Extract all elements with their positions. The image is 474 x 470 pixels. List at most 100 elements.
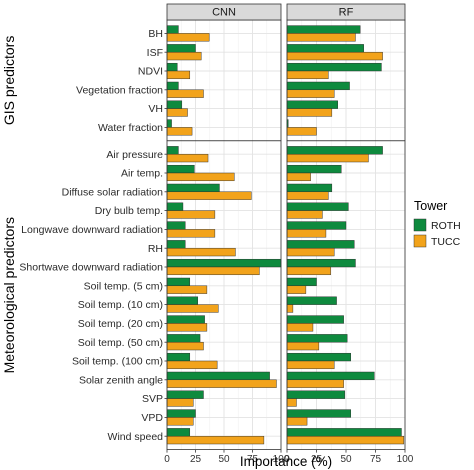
- category-labels: BH ISF NDVI Vegetation fraction VH Water frac…: [19, 28, 167, 443]
- bar-rf-roth-1-1: [286, 164, 342, 174]
- bar-cnn-roth-1-15: [166, 428, 191, 437]
- group-label-1: Meteorological predictors: [1, 217, 17, 373]
- x-axis-title: Importance (%): [240, 454, 332, 469]
- x-tick-label: 50: [218, 454, 230, 465]
- panels: [166, 19, 406, 450]
- category-label: Soil temp. (10 cm): [78, 299, 163, 311]
- bar-rf-tucc-1-10: [286, 341, 320, 351]
- category-label: Soil temp. (5 cm): [84, 280, 163, 292]
- bar-cnn-tucc-1-12: [166, 379, 277, 388]
- panel-rf-group-1: [286, 140, 406, 450]
- bar-cnn-roth-1-9: [166, 315, 205, 324]
- bar-rf-roth-1-15: [286, 428, 402, 437]
- category-label: Soil temp. (100 cm): [72, 356, 163, 368]
- bar-rf-tucc-1-13: [286, 398, 297, 407]
- bar-cnn-tucc-1-14: [166, 417, 194, 426]
- bar-rf-tucc-1-0: [286, 153, 369, 163]
- category-label: Soil temp. (20 cm): [78, 318, 163, 330]
- bar-cnn-tucc-0-4: [166, 108, 188, 117]
- bar-cnn-roth-0-2: [166, 62, 178, 72]
- bar-cnn-tucc-1-2: [166, 191, 252, 200]
- category-label: BH: [148, 28, 163, 40]
- category-label: Air pressure: [106, 149, 163, 161]
- bar-cnn-roth-1-12: [166, 371, 270, 381]
- bar-cnn-tucc-1-11: [166, 360, 218, 370]
- bar-cnn-roth-0-0: [166, 25, 179, 34]
- bar-rf-roth-1-0: [286, 146, 383, 155]
- bar-rf-roth-1-6: [286, 258, 356, 268]
- bar-cnn-roth-1-10: [166, 334, 201, 343]
- facet-strip-rf: [286, 3, 406, 21]
- bar-rf-tucc-1-7: [286, 285, 307, 294]
- bar-rf-roth-1-5: [286, 240, 355, 249]
- bar-rf-tucc-1-4: [286, 229, 327, 238]
- bar-rf-roth-0-4: [286, 100, 338, 109]
- bar-rf-tucc-0-1: [286, 51, 383, 61]
- category-label: Longwave downward radiation: [21, 224, 163, 236]
- bar-cnn-roth-0-3: [166, 81, 179, 91]
- bar-cnn-tucc-1-13: [166, 398, 194, 407]
- bar-cnn-roth-0-4: [166, 100, 183, 109]
- x-tick-label: 0: [164, 454, 170, 465]
- bar-cnn-tucc-1-8: [166, 304, 219, 313]
- bar-cnn-tucc-1-4: [166, 229, 216, 238]
- bar-cnn-tucc-0-5: [166, 127, 193, 136]
- bar-rf-tucc-0-2: [286, 70, 329, 80]
- bar-rf-tucc-1-12: [286, 379, 344, 388]
- bar-rf-tucc-1-8: [286, 304, 294, 313]
- bar-cnn-roth-1-13: [166, 390, 204, 399]
- bar-rf-roth-0-2: [286, 62, 382, 72]
- category-label: VPD: [141, 412, 163, 424]
- bar-cnn-tucc-1-0: [166, 153, 209, 163]
- bar-rf-tucc-1-6: [286, 266, 331, 276]
- bar-cnn-tucc-0-2: [166, 70, 191, 80]
- panel-cnn-group-1: [166, 140, 282, 450]
- category-label: Wind speed: [108, 431, 164, 443]
- facet-strips: CNN RF: [166, 3, 406, 21]
- x-tick-label: 100: [397, 454, 414, 465]
- category-label: Shortwave downward radiation: [19, 262, 163, 274]
- bar-cnn-tucc-1-5: [166, 247, 236, 257]
- bar-cnn-roth-1-2: [166, 183, 220, 193]
- legend: Tower ROTH TUCC: [413, 199, 461, 248]
- bar-cnn-roth-1-1: [166, 164, 195, 174]
- bar-cnn-roth-1-14: [166, 409, 196, 418]
- bar-rf-tucc-0-4: [286, 108, 333, 117]
- category-label: SVP: [142, 393, 163, 405]
- legend-title: Tower: [414, 199, 447, 213]
- bar-rf-tucc-1-9: [286, 323, 314, 332]
- bar-rf-roth-1-10: [286, 334, 348, 343]
- x-tick-label: 50: [340, 454, 352, 465]
- bar-cnn-roth-1-8: [166, 296, 199, 305]
- bar-cnn-tucc-0-3: [166, 89, 204, 98]
- bar-rf-roth-1-12: [286, 371, 375, 381]
- bar-rf-roth-1-7: [286, 277, 317, 287]
- legend-key-tucc: [413, 234, 427, 248]
- group-labels: GIS predictors Meteorological predictors: [1, 36, 17, 374]
- bar-rf-roth-0-1: [286, 44, 364, 53]
- x-tick-label: 75: [370, 454, 382, 465]
- bar-rf-roth-0-3: [286, 81, 350, 91]
- category-label: Solar zenith angle: [79, 374, 163, 386]
- bar-rf-tucc-1-1: [286, 172, 311, 182]
- facet-label-cnn: CNN: [212, 7, 236, 19]
- bar-rf-tucc-0-3: [286, 89, 335, 98]
- bar-cnn-roth-1-7: [166, 277, 191, 287]
- category-label: Soil temp. (50 cm): [78, 337, 163, 349]
- bar-cnn-roth-1-11: [166, 352, 191, 362]
- bar-cnn-roth-1-6: [166, 258, 282, 268]
- bar-rf-tucc-0-0: [286, 33, 356, 42]
- category-label: Water fraction: [98, 122, 163, 134]
- bar-rf-roth-1-14: [286, 409, 351, 418]
- bar-cnn-tucc-1-6: [166, 266, 260, 276]
- bar-rf-tucc-1-2: [286, 191, 329, 200]
- bar-cnn-roth-1-3: [166, 202, 184, 211]
- category-label: Air temp.: [121, 168, 163, 180]
- legend-key-roth: [413, 218, 427, 232]
- bar-rf-roth-1-3: [286, 202, 349, 211]
- category-label: ISF: [147, 47, 163, 59]
- category-label: RH: [148, 243, 163, 255]
- bar-cnn-roth-1-5: [166, 240, 186, 249]
- group-label-0: GIS predictors: [1, 36, 17, 125]
